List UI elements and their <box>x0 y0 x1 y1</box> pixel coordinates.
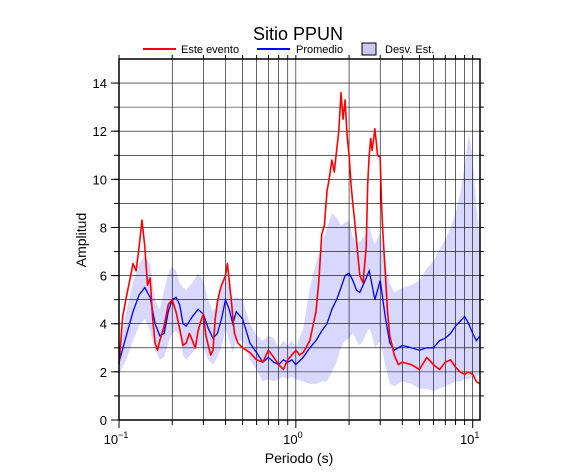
y-tick-label: 0 <box>100 413 107 428</box>
y-tick-label: 4 <box>100 317 107 332</box>
legend-mean-label: Promedio <box>296 44 343 56</box>
y-tick-label: 10 <box>93 172 107 187</box>
y-tick-label: 14 <box>93 76 107 91</box>
x-axis-label: Periodo (s) <box>265 450 333 466</box>
y-tick-label: 6 <box>100 269 107 284</box>
chart-title: Sitio PPUN <box>253 24 343 44</box>
y-tick-label: 8 <box>100 220 107 235</box>
x-tick-exponent: 0 <box>298 430 303 440</box>
legend-std-swatch <box>361 42 377 56</box>
y-tick-label: 2 <box>100 365 107 380</box>
x-tick-label: 10−1 <box>104 430 129 447</box>
mean-series-line <box>118 268 481 366</box>
std-dev-band <box>119 133 480 392</box>
y-tick-label: 12 <box>93 124 107 139</box>
y-axis-label: Amplitud <box>73 213 89 267</box>
x-tick-label: 101 <box>460 430 479 447</box>
x-tick-exponent: 1 <box>474 430 479 440</box>
legend-event-label: Este evento <box>181 44 239 56</box>
plot-frame <box>118 58 481 421</box>
y-axis: 0 2 4 6 8 10 12 14 <box>93 76 484 428</box>
legend-std-label: Desv. Est. <box>385 44 434 56</box>
legend: Este evento Promedio Desv. Est. <box>143 42 434 56</box>
plot-area <box>118 58 481 421</box>
event-series-line <box>118 91 481 385</box>
x-tick-label: 100 <box>283 430 302 447</box>
x-tick-exponent: −1 <box>118 430 128 440</box>
